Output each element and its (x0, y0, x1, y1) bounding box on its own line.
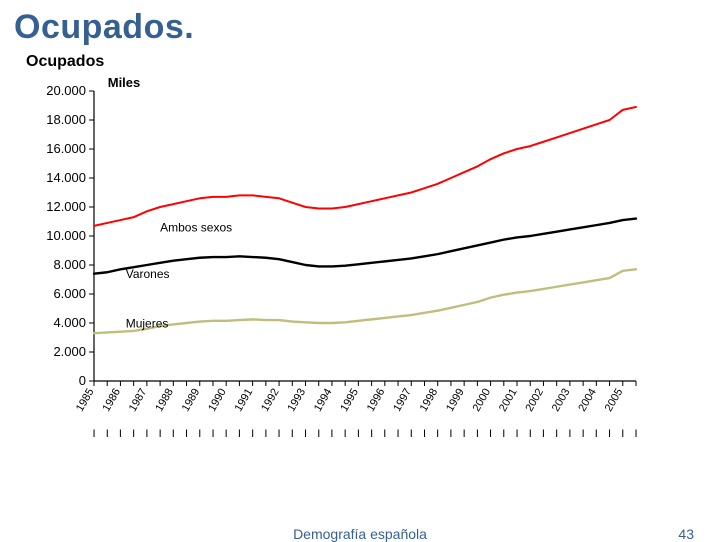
svg-text:2005: 2005 (603, 387, 626, 414)
svg-text:I: I (132, 428, 135, 440)
svg-text:Varones: Varones (126, 267, 170, 281)
svg-text:1990: 1990 (206, 387, 229, 414)
svg-text:I: I (251, 428, 254, 440)
svg-text:14.000: 14.000 (46, 170, 86, 185)
svg-text:I: I (145, 428, 148, 440)
slide-title: Ocupados. (0, 0, 720, 47)
svg-text:I: I (555, 428, 558, 440)
svg-text:I: I (370, 428, 373, 440)
svg-text:I: I (582, 428, 585, 440)
ocupados-line-chart: 0 2.000 4.000 6.000 8.000 10.000 12.000 14.000 1… (26, 71, 646, 461)
svg-text:I: I (211, 428, 214, 440)
svg-text:1987: 1987 (127, 387, 150, 414)
svg-text:1996: 1996 (365, 387, 388, 414)
svg-text:1998: 1998 (418, 387, 441, 414)
svg-text:Mujeres: Mujeres (126, 316, 169, 330)
svg-text:I: I (357, 428, 360, 440)
svg-text:2003: 2003 (550, 387, 573, 414)
svg-text:20.000: 20.000 (46, 83, 86, 98)
svg-text:I: I (344, 428, 347, 440)
svg-text:16.000: 16.000 (46, 141, 86, 156)
svg-text:1994: 1994 (312, 387, 335, 414)
svg-text:I: I (595, 428, 598, 440)
svg-text:I: I (119, 428, 122, 440)
svg-text:I: I (423, 428, 426, 440)
svg-text:0: 0 (79, 373, 86, 388)
svg-text:I: I (463, 428, 466, 440)
svg-text:I: I (317, 428, 320, 440)
svg-text:I: I (238, 428, 241, 440)
svg-text:I: I (449, 428, 452, 440)
svg-text:1993: 1993 (285, 387, 308, 414)
svg-text:I: I (264, 428, 267, 440)
svg-text:2000: 2000 (471, 387, 494, 414)
chart-svg: 0 2.000 4.000 6.000 8.000 10.000 12.000 14.000 1… (26, 71, 646, 461)
svg-text:I: I (529, 428, 532, 440)
svg-text:I: I (383, 428, 386, 440)
svg-text:I: I (568, 428, 571, 440)
svg-text:Miles: Miles (108, 75, 141, 90)
svg-text:I: I (92, 428, 95, 440)
svg-text:I: I (185, 428, 188, 440)
svg-text:2004: 2004 (576, 387, 599, 414)
svg-text:I: I (621, 428, 624, 440)
svg-text:1999: 1999 (444, 387, 467, 414)
svg-text:I: I (515, 428, 518, 440)
svg-text:I: I (489, 428, 492, 440)
svg-text:I: I (397, 428, 400, 440)
svg-text:I: I (634, 428, 637, 440)
svg-text:4.000: 4.000 (53, 315, 86, 330)
svg-text:I: I (502, 428, 505, 440)
svg-text:I: I (159, 428, 162, 440)
svg-text:1986: 1986 (100, 387, 123, 414)
svg-text:1995: 1995 (338, 387, 361, 414)
svg-text:1985: 1985 (74, 387, 97, 414)
svg-text:I: I (330, 428, 333, 440)
svg-text:I: I (476, 428, 479, 440)
svg-text:I: I (225, 428, 228, 440)
svg-text:1997: 1997 (391, 387, 414, 414)
svg-text:I: I (542, 428, 545, 440)
svg-text:18.000: 18.000 (46, 112, 86, 127)
chart-title: Ocupados (0, 47, 720, 71)
svg-text:2002: 2002 (523, 387, 546, 414)
svg-text:1989: 1989 (180, 387, 203, 414)
svg-text:I: I (106, 428, 109, 440)
svg-text:12.000: 12.000 (46, 199, 86, 214)
svg-text:I: I (608, 428, 611, 440)
svg-text:8.000: 8.000 (53, 257, 86, 272)
svg-text:2.000: 2.000 (53, 344, 86, 359)
svg-text:I: I (198, 428, 201, 440)
svg-text:I: I (278, 428, 281, 440)
svg-text:I: I (304, 428, 307, 440)
svg-text:I: I (436, 428, 439, 440)
svg-text:I: I (172, 428, 175, 440)
svg-text:2001: 2001 (497, 387, 520, 414)
svg-text:I: I (410, 428, 413, 440)
svg-text:6.000: 6.000 (53, 286, 86, 301)
svg-text:1992: 1992 (259, 387, 282, 414)
svg-text:10.000: 10.000 (46, 228, 86, 243)
svg-text:1991: 1991 (233, 387, 256, 414)
svg-text:1988: 1988 (153, 387, 176, 414)
svg-text:I: I (291, 428, 294, 440)
svg-text:Ambos sexos: Ambos sexos (160, 221, 232, 235)
